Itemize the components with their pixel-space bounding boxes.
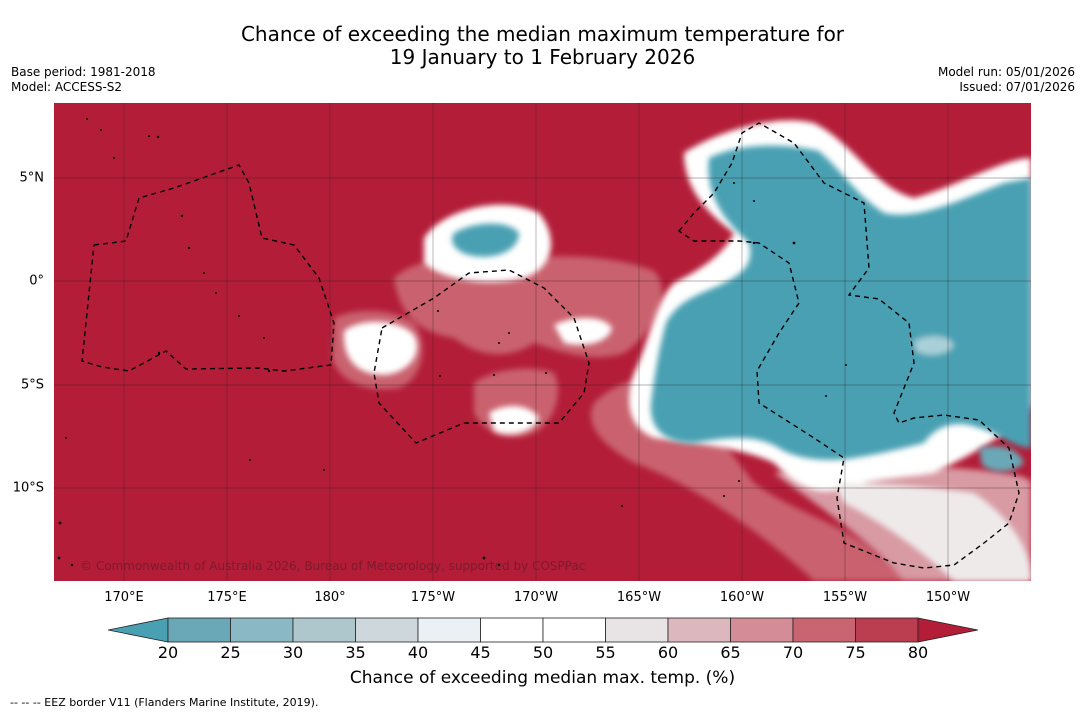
lon-tick-label: 165°W xyxy=(616,590,662,605)
colorbar-segment xyxy=(605,617,669,643)
colorbar-segment xyxy=(855,617,919,643)
lat-tick-label: 5°N xyxy=(19,170,45,186)
meta-right: Model run: 05/01/2026 Issued: 07/01/2026 xyxy=(938,65,1075,95)
colorbar-tick-label: 55 xyxy=(595,643,616,662)
colorbar-segment xyxy=(730,617,794,643)
colorbar-tick-label: 25 xyxy=(220,643,241,662)
lat-tick-label: 5°S xyxy=(20,377,44,393)
chart-title-line1: Chance of exceeding the median maximum t… xyxy=(240,22,845,46)
colorbar-segment xyxy=(230,617,294,643)
colorbar-segment xyxy=(667,617,731,643)
lon-tick-label: 170°E xyxy=(104,590,144,605)
lon-tick-label: 180° xyxy=(314,590,346,605)
copyright-notice: © Commonwealth of Australia 2026, Bureau… xyxy=(80,559,586,573)
colorbar-segment xyxy=(542,617,606,643)
model-run-text: Model run: 05/01/2026 xyxy=(937,65,1075,79)
lon-tick-label: 160°W xyxy=(719,590,765,605)
graticule xyxy=(54,103,1031,581)
colorbar-high-arrow xyxy=(917,617,978,643)
colorbar-tick-label: 20 xyxy=(157,643,179,662)
colorbar-tick-label: 50 xyxy=(532,643,554,662)
colorbar xyxy=(108,617,978,643)
colorbar-tick-label: 80 xyxy=(907,643,929,662)
colorbar-tick-label: 40 xyxy=(407,643,429,662)
colorbar-segment xyxy=(292,617,356,643)
eez-borders xyxy=(81,122,1020,569)
colorbar-segment xyxy=(480,617,544,643)
lon-tick-label: 155°W xyxy=(822,590,868,605)
colorbar-segment xyxy=(167,617,231,643)
colorbar-tick-label: 30 xyxy=(282,643,304,662)
colorbar-low-arrow xyxy=(108,617,169,643)
meta-left: Base period: 1981-2018 Model: ACCESS-S2 xyxy=(11,65,156,95)
colorbar-tick-label: 35 xyxy=(345,643,366,662)
colorbar-segment xyxy=(355,617,419,643)
lon-tick-label: 175°W xyxy=(410,590,456,605)
colorbar-label: Chance of exceeding median max. temp. (%… xyxy=(349,668,736,688)
colorbar-segment xyxy=(417,617,481,643)
base-period-text: Base period: 1981-2018 xyxy=(11,65,156,79)
islands xyxy=(57,118,847,567)
lat-tick-label: 10°S xyxy=(12,480,44,496)
lon-tick-label: 150°W xyxy=(925,590,971,605)
colorbar-tick-label: 45 xyxy=(470,643,491,662)
cool-zones xyxy=(452,145,1031,472)
chart-title-line2: 19 January to 1 February 2026 xyxy=(389,45,696,69)
outlook-map xyxy=(54,103,1031,581)
lon-tick-label: 170°W xyxy=(513,590,559,605)
eez-legend: -- -- -- EEZ border V11 (Flanders Marine… xyxy=(10,696,319,709)
colorbar-tick-label: 60 xyxy=(657,643,679,662)
colorbar-tick-label: 65 xyxy=(720,643,741,662)
colorbar-segment xyxy=(792,617,856,643)
colorbar-tick-label: 75 xyxy=(845,643,866,662)
model-text: Model: ACCESS-S2 xyxy=(11,80,123,94)
issued-text: Issued: 07/01/2026 xyxy=(959,80,1075,94)
colorbar-tick-label: 70 xyxy=(782,643,804,662)
lon-tick-label: 175°E xyxy=(207,590,247,605)
lat-tick-label: 0° xyxy=(29,273,44,289)
